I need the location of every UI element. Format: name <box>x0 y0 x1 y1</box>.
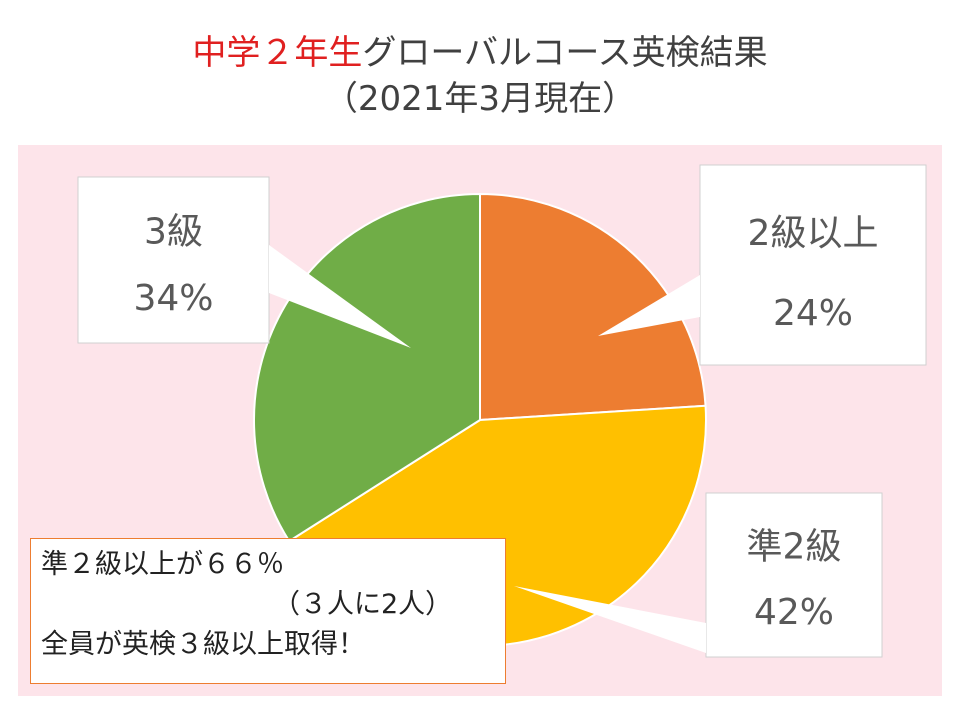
data-callout-0: 2級以上 24% <box>598 164 927 366</box>
slice-label-1: 準2級 <box>747 527 842 568</box>
title-black-part: グローバルコース英検結果 <box>362 33 768 73</box>
note-line-3: 全員が英検３級以上取得！ <box>41 629 365 660</box>
slice-value-label-2: 34% <box>133 278 213 319</box>
title-red-part: 中学２年生 <box>192 33 363 73</box>
title-line-1: 中学２年生グローバルコース英検結果 <box>0 30 960 76</box>
chart-title: 中学２年生グローバルコース英検結果 （2021年3月現在） <box>0 30 960 122</box>
plot-area: 2級以上 24% 準2級 42% 3級 34% <box>18 145 942 696</box>
pie-slice-0 <box>479 192 707 422</box>
summary-note-box: 準２級以上が６６％ （３人に2人） 全員が英検３級以上取得！ <box>30 538 506 684</box>
slice-value-label-1: 42% <box>754 592 834 633</box>
callout-tail-2 <box>269 245 411 348</box>
slice-label-2: 3級 <box>144 211 203 252</box>
callout-box-2 <box>77 176 270 344</box>
note-line-2: （３人に2人） <box>273 589 453 620</box>
callout-box-0 <box>699 164 927 366</box>
slice-label-0: 2級以上 <box>748 213 879 254</box>
callout-tail-0 <box>598 275 700 336</box>
slice-value-label-0: 24% <box>773 293 853 334</box>
callout-tail-1 <box>514 586 706 653</box>
note-line-1: 準２級以上が６６％ <box>41 549 284 580</box>
data-callout-2: 3級 34% <box>77 176 411 348</box>
title-line-2: （2021年3月現在） <box>323 79 637 119</box>
callout-box-1 <box>705 492 883 658</box>
data-callout-1: 準2級 42% <box>514 492 883 658</box>
